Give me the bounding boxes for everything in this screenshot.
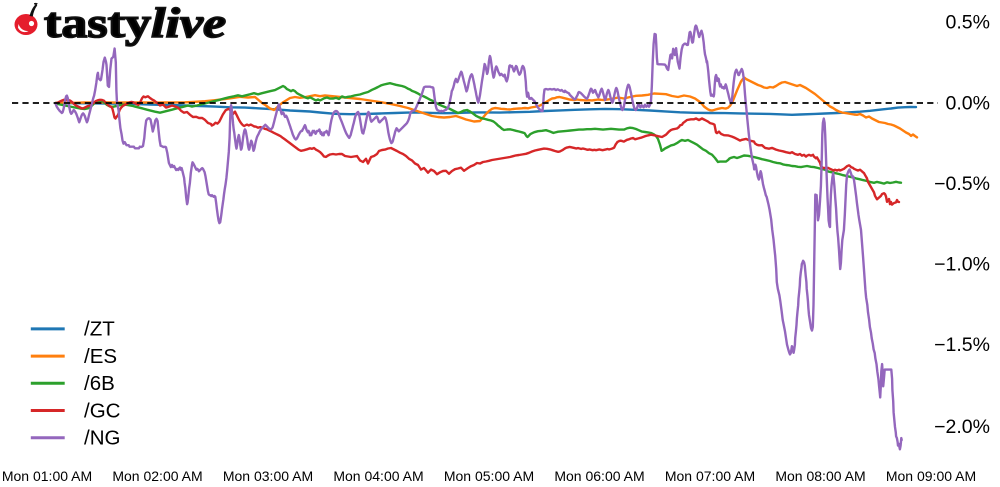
svg-text:−2.0%: −2.0% <box>934 416 990 438</box>
svg-text:/6B: /6B <box>84 372 115 395</box>
svg-text:−0.5%: −0.5% <box>934 173 990 195</box>
svg-text:Mon 06:00 AM: Mon 06:00 AM <box>554 468 644 484</box>
svg-text:/ES: /ES <box>84 345 117 368</box>
svg-text:0.5%: 0.5% <box>946 12 990 34</box>
svg-text:Mon 09:00 AM: Mon 09:00 AM <box>886 468 976 484</box>
svg-text:0.0%: 0.0% <box>946 93 990 115</box>
svg-text:Mon 02:00 AM: Mon 02:00 AM <box>112 468 202 484</box>
svg-text:Mon 04:00 AM: Mon 04:00 AM <box>333 468 423 484</box>
svg-text:/NG: /NG <box>84 427 120 450</box>
svg-text:/GC: /GC <box>84 399 121 422</box>
svg-text:−1.0%: −1.0% <box>934 254 990 276</box>
svg-text:Mon 03:00 AM: Mon 03:00 AM <box>223 468 313 484</box>
svg-text:Mon 05:00 AM: Mon 05:00 AM <box>444 468 534 484</box>
svg-text:/ZT: /ZT <box>84 318 115 341</box>
svg-text:Mon 08:00 AM: Mon 08:00 AM <box>775 468 865 484</box>
svg-text:−1.5%: −1.5% <box>934 334 990 356</box>
svg-text:Mon 07:00 AM: Mon 07:00 AM <box>665 468 755 484</box>
svg-text:Mon 01:00 AM: Mon 01:00 AM <box>2 468 92 484</box>
svg-text:tastylive: tastylive <box>44 1 226 47</box>
